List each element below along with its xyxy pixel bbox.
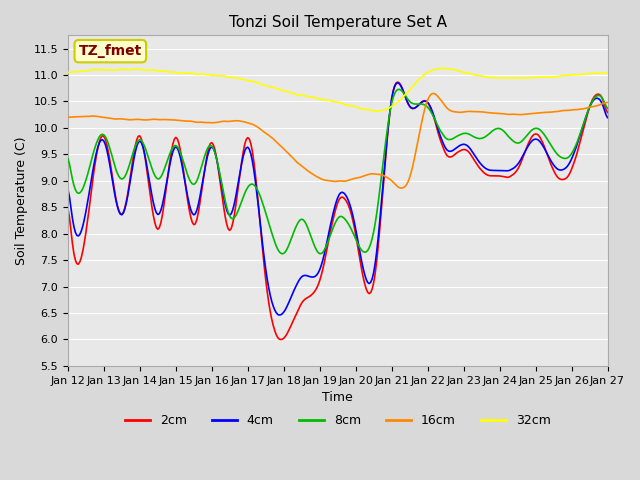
Y-axis label: Soil Temperature (C): Soil Temperature (C) — [15, 136, 28, 265]
Text: TZ_fmet: TZ_fmet — [79, 44, 142, 58]
Title: Tonzi Soil Temperature Set A: Tonzi Soil Temperature Set A — [228, 15, 447, 30]
Legend: 2cm, 4cm, 8cm, 16cm, 32cm: 2cm, 4cm, 8cm, 16cm, 32cm — [120, 409, 556, 432]
X-axis label: Time: Time — [323, 391, 353, 404]
